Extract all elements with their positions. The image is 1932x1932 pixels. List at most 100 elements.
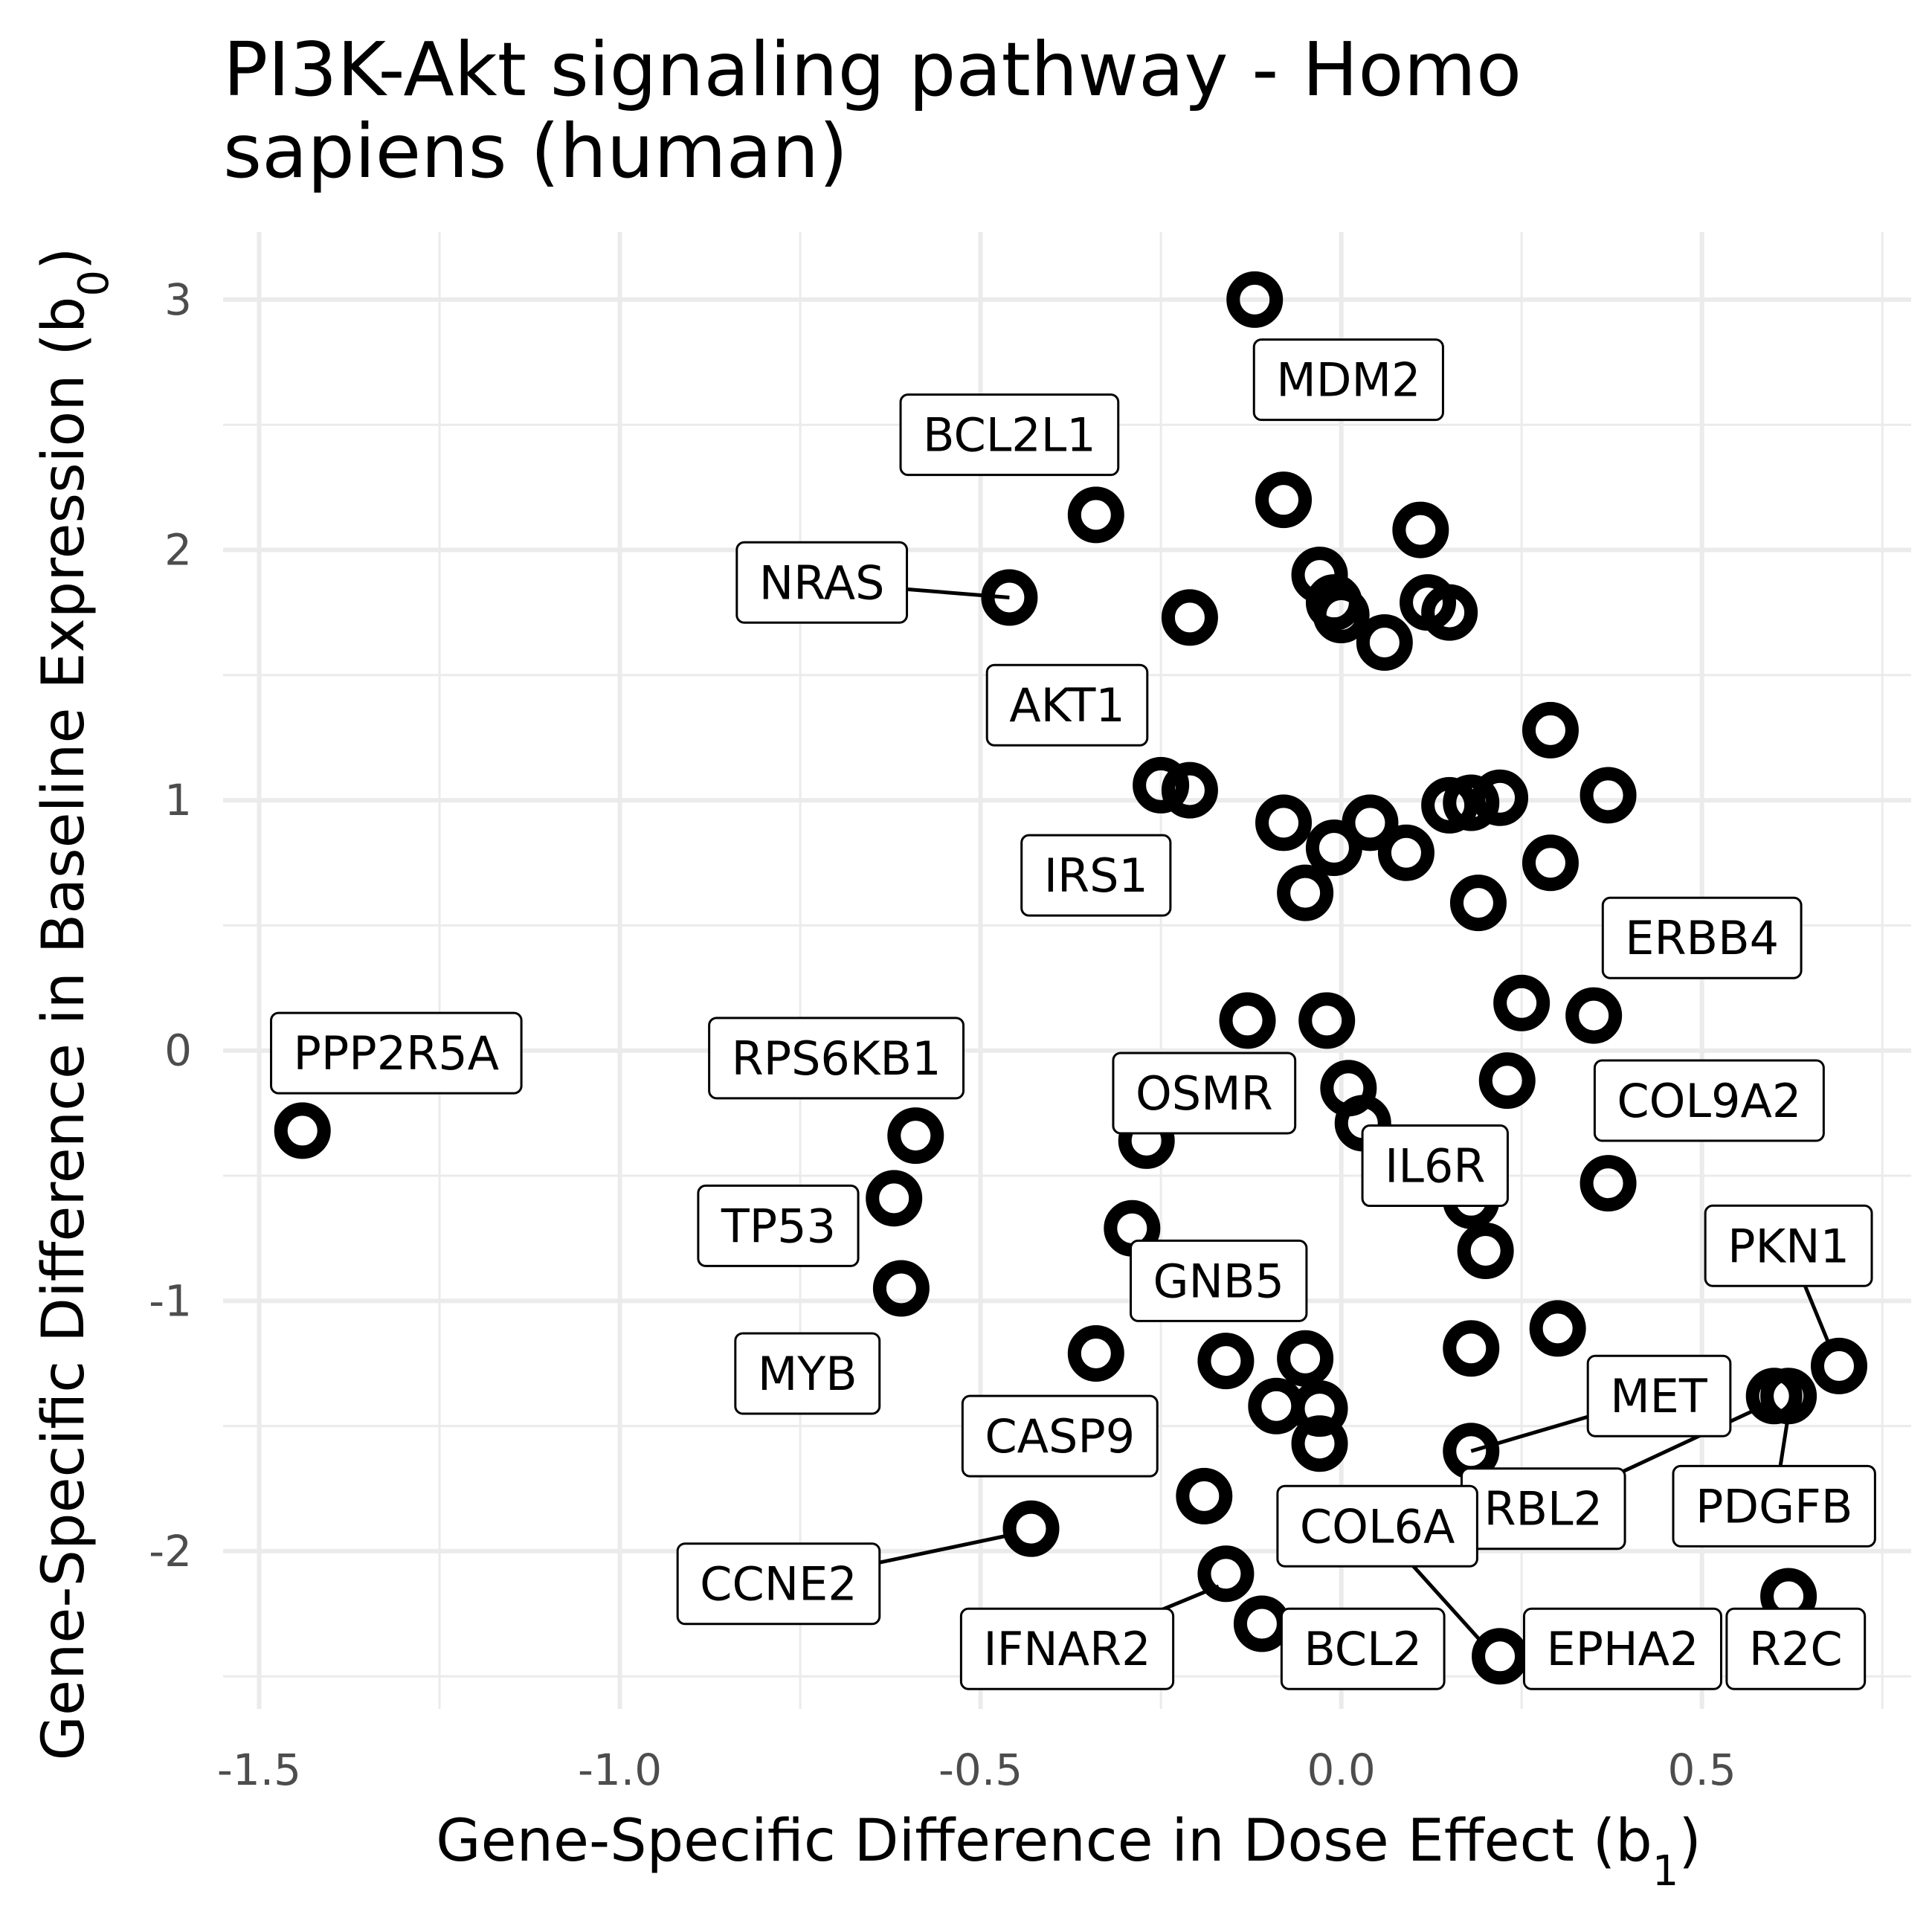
point-label-box <box>959 1607 1175 1690</box>
data-point <box>1313 587 1370 644</box>
point-label-text: BCL2L1 <box>923 408 1096 463</box>
data-point <box>1277 1330 1334 1387</box>
point-label-text: RPS6KB1 <box>732 1031 941 1086</box>
data-point <box>1529 1300 1586 1357</box>
point-label: NRAS <box>735 541 909 624</box>
point-label: BCL2 <box>1280 1607 1446 1690</box>
point-label-text: TP53 <box>721 1199 836 1253</box>
data-point <box>1226 271 1284 328</box>
point-label-box <box>1112 1052 1297 1135</box>
data-point <box>872 1260 930 1317</box>
y-tick-labels: -2 -1 0 1 2 3 <box>149 274 192 1577</box>
data-point <box>1255 794 1313 851</box>
point-label-box <box>1601 896 1803 979</box>
point-label-text: CCNE2 <box>700 1557 857 1611</box>
data-point <box>1298 992 1356 1049</box>
data-point <box>1580 1155 1637 1212</box>
chart-title-line-2: sapiens (human) <box>223 108 848 195</box>
data-point <box>1255 471 1313 529</box>
y-tick-label: 2 <box>164 524 192 575</box>
data-point <box>1067 1325 1124 1382</box>
data-point <box>1522 701 1579 759</box>
y-tick-label: 1 <box>164 775 192 825</box>
point-label-text: CASP9 <box>985 1409 1135 1464</box>
point-label-box <box>1130 1239 1308 1322</box>
point-label-text: IL6R <box>1385 1139 1485 1194</box>
point-label: EPHA2 <box>1522 1607 1722 1690</box>
point-label: RPS6KB1 <box>708 1017 965 1100</box>
data-point <box>1449 875 1507 932</box>
point-label: COL6A <box>1276 1484 1478 1568</box>
data-point <box>1421 776 1478 834</box>
point-label-text: IRS1 <box>1044 849 1148 903</box>
point-labels: MDM2 BCL2L1 NRAS AKT1 IRS1 ERBB4 PPP2R5A RPS6KB… <box>270 338 1876 1690</box>
point-label-box <box>676 1542 881 1626</box>
point-label-text: R2C <box>1749 1622 1843 1676</box>
data-point <box>1580 767 1637 824</box>
point-label-box <box>1704 1204 1873 1287</box>
point-label: CCNE2 <box>676 1542 881 1626</box>
point-label-text: OSMR <box>1136 1066 1273 1121</box>
point-label-box <box>985 663 1149 747</box>
data-point <box>1291 1415 1348 1472</box>
data-point <box>1219 992 1276 1049</box>
data-point <box>1067 486 1124 544</box>
x-tick-label: -1.5 <box>217 1745 301 1795</box>
point-label-text: COL6A <box>1300 1499 1455 1553</box>
data-point <box>1291 1380 1348 1437</box>
point-label-box <box>961 1394 1159 1478</box>
data-point <box>1342 794 1399 851</box>
point-label-box <box>899 393 1120 477</box>
point-label: OSMR <box>1112 1052 1297 1135</box>
data-point <box>1443 774 1500 831</box>
data-point <box>1176 1467 1233 1524</box>
x-axis-title: Gene-Specific Difference in Dose Effect … <box>436 1808 1701 1896</box>
point-label: BCL2L1 <box>899 393 1120 477</box>
y-tick-label: 0 <box>164 1025 192 1076</box>
point-label-box <box>708 1017 965 1100</box>
point-label-text: IFNAR2 <box>983 1622 1150 1676</box>
point-label-box <box>1725 1607 1867 1690</box>
point-label: RBL2 <box>1460 1467 1626 1551</box>
point-label-text: NRAS <box>759 556 885 610</box>
point-label-text: PKN1 <box>1727 1219 1849 1273</box>
point-label-text: MDM2 <box>1276 353 1420 408</box>
data-point <box>1161 761 1218 819</box>
y-tick-label: -2 <box>149 1526 192 1577</box>
y-tick-label: 3 <box>164 274 192 325</box>
data-point <box>1377 824 1434 881</box>
point-label-text: PPP2R5A <box>294 1026 500 1081</box>
point-label-text: ERBB4 <box>1625 911 1779 965</box>
point-label-box <box>1672 1464 1876 1548</box>
data-point <box>866 1170 923 1227</box>
x-tick-label: 0.5 <box>1668 1745 1736 1795</box>
y-tick-label: -1 <box>149 1275 192 1326</box>
point-label: TP53 <box>697 1184 860 1267</box>
data-point <box>1472 1628 1529 1685</box>
point-label: PDGFB <box>1672 1464 1876 1548</box>
point-label: R2C <box>1725 1607 1867 1690</box>
data-point <box>1810 1337 1867 1394</box>
grid <box>223 232 1911 1709</box>
point-label: MET <box>1586 1354 1732 1437</box>
point-label: MDM2 <box>1252 338 1444 422</box>
point-label-text: MYB <box>758 1347 857 1401</box>
data-point <box>1472 769 1529 826</box>
data-point <box>1002 1500 1060 1557</box>
point-label-box <box>735 541 909 624</box>
point-label-box <box>270 1011 523 1095</box>
point-label: AKT1 <box>985 663 1149 747</box>
data-point <box>1277 864 1334 921</box>
point-label-box <box>1252 338 1444 422</box>
data-point <box>1443 1320 1500 1377</box>
point-label: IFNAR2 <box>959 1607 1175 1690</box>
point-label: MYB <box>734 1332 881 1415</box>
data-point <box>1565 987 1623 1044</box>
point-label: IL6R <box>1361 1124 1509 1208</box>
x-tick-label: -0.5 <box>938 1745 1023 1795</box>
point-label-text: AKT1 <box>1009 678 1125 732</box>
point-label-text: BCL2 <box>1304 1622 1422 1676</box>
data-point <box>1305 820 1362 877</box>
data-point <box>1161 589 1218 646</box>
